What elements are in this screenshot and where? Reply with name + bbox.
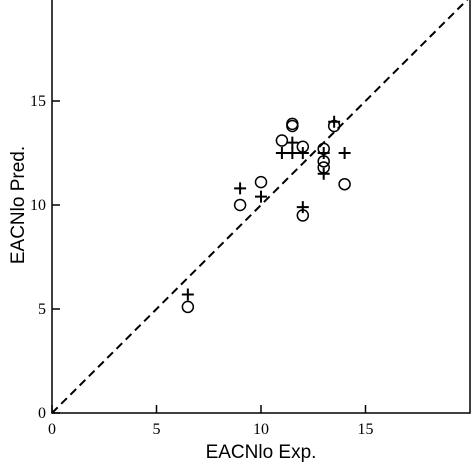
data-point-plus (275, 147, 288, 159)
y-axis-title: EACNlo Pred. (8, 146, 29, 264)
data-point-circle (181, 300, 195, 314)
x-tick-label: 0 (48, 421, 56, 438)
data-point-plus (296, 201, 309, 214)
x-tick-label: 15 (358, 421, 374, 438)
y-tick-label: 0 (38, 405, 46, 422)
data-point-plus (286, 147, 299, 159)
data-point-plus (286, 136, 299, 149)
x-axis-title: EACNlo Exp. (206, 442, 317, 463)
data-point-circle (286, 117, 299, 131)
data-points-layer (181, 115, 351, 314)
data-point-plus (317, 147, 330, 159)
data-point-circle (338, 177, 351, 191)
data-point-plus (234, 182, 247, 195)
data-point-plus (328, 115, 341, 128)
data-point-circle (275, 134, 289, 147)
data-point-plus (296, 147, 309, 159)
data-point-circle (233, 198, 247, 212)
data-point-plus (338, 147, 351, 159)
y-tick-label: 5 (38, 301, 46, 318)
data-point-plus (255, 190, 267, 203)
data-point-plus (181, 288, 194, 301)
y-tick-label: 15 (30, 93, 46, 110)
data-point-plus (317, 167, 330, 180)
x-tick-label: 5 (153, 421, 161, 438)
x-tick-label: 10 (253, 421, 269, 438)
plot-frame (51, 0, 471, 414)
reference-line-layer (51, 0, 469, 414)
reference-diagonal-line (51, 0, 469, 414)
y-tick-label: 10 (30, 197, 46, 214)
data-point-circle (254, 175, 268, 189)
axis-ticks-layer: 0 5 10 15 0 5 10 15 (30, 93, 374, 438)
